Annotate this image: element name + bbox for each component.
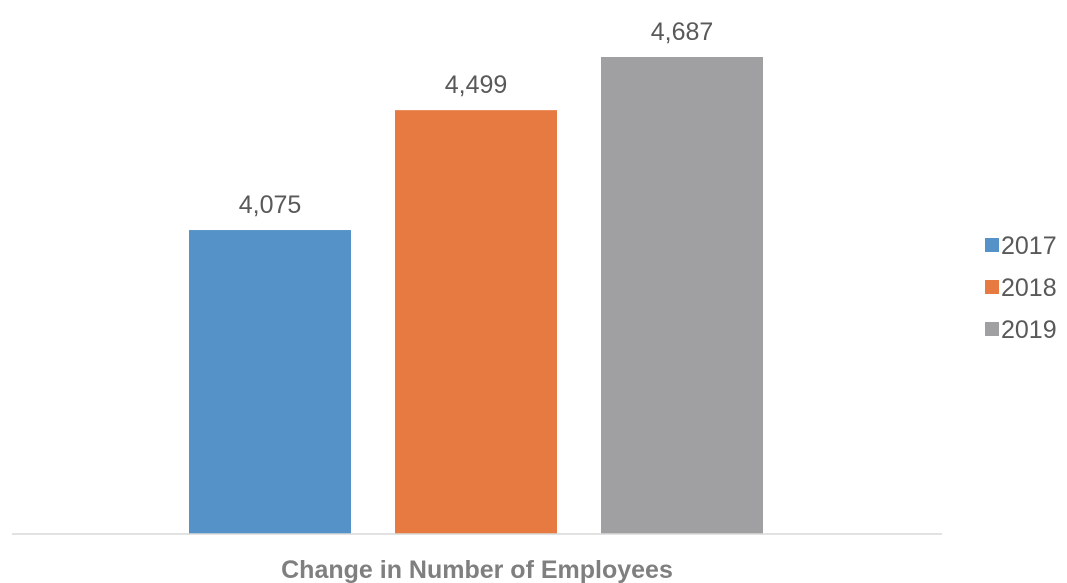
legend-label-2018: 2018 [1001, 274, 1057, 302]
bar-2018 [395, 110, 557, 535]
legend-swatch-2017 [985, 238, 999, 252]
legend-swatch-2018 [985, 280, 999, 294]
bar-2017 [189, 230, 351, 534]
bars-group [189, 57, 763, 535]
data-label-2019: 4,687 [651, 18, 714, 46]
bar-2019 [601, 57, 763, 534]
legend: 2017 2018 2019 [985, 232, 1057, 344]
x-category-label: Change in Number of Employees [281, 556, 673, 583]
data-labels-group: 4,075 4,499 4,687 [239, 18, 714, 219]
data-label-2017: 4,075 [239, 191, 302, 219]
legend-label-2017: 2017 [1001, 232, 1057, 260]
data-label-2018: 4,499 [445, 71, 508, 99]
legend-label-2019: 2019 [1001, 316, 1057, 344]
legend-swatch-2019 [985, 322, 999, 336]
